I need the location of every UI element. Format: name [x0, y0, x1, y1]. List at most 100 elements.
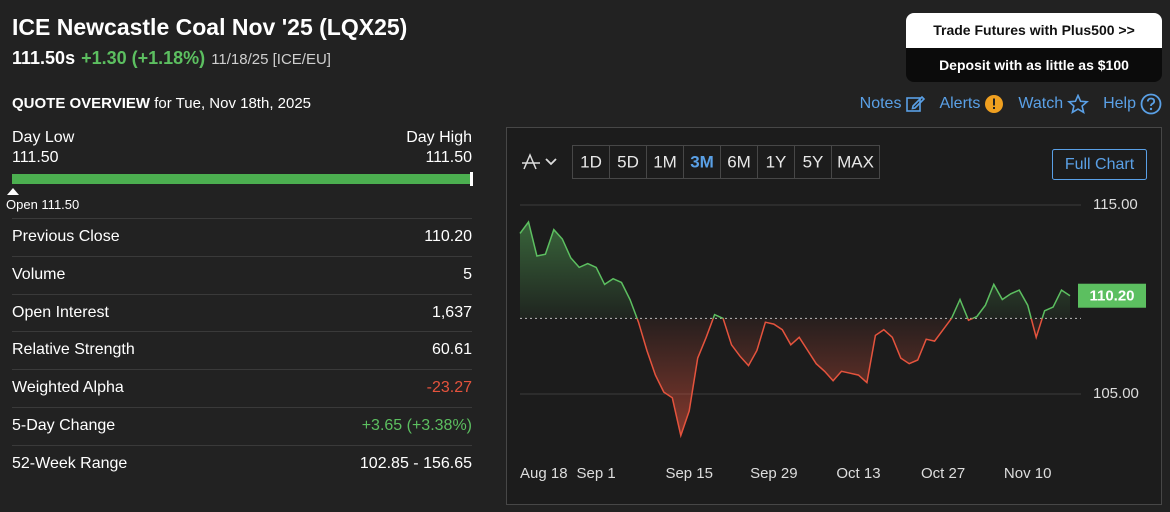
- x-tick-label: Aug 18: [520, 465, 568, 482]
- range-button[interactable]: 1Y: [757, 145, 795, 179]
- day-range-bar: [12, 172, 473, 186]
- link-text[interactable]: Alerts: [939, 95, 981, 112]
- stat-value: 1,637: [431, 303, 472, 321]
- range-button-bg[interactable]: [757, 145, 795, 179]
- x-tick-label: Sep 15: [665, 465, 713, 482]
- range-button[interactable]: MAX: [831, 145, 880, 179]
- range-button-bg[interactable]: [646, 145, 684, 179]
- range-button-label[interactable]: 6M: [727, 152, 751, 171]
- stat-row: Previous Close 110.20: [12, 218, 472, 256]
- last-price-badge: [1078, 283, 1146, 308]
- quote-line: 111.50s +1.30 (+1.18%) 11/18/25 [ICE/EU]: [12, 48, 331, 69]
- price-line: [519, 220, 1071, 439]
- chart-type-button[interactable]: [520, 145, 566, 179]
- watch-icon[interactable]: [1067, 94, 1090, 114]
- promo-banner[interactable]: Trade Futures with Plus500 >> Deposit wi…: [906, 13, 1162, 82]
- range-button[interactable]: 3M: [683, 145, 721, 179]
- stats-table: Previous Close 110.20 Volume 5 Open Interest…: [12, 218, 472, 483]
- price: 111.50s: [12, 48, 76, 68]
- day-range-values: 111.50 111.50: [12, 148, 472, 168]
- range-button-label[interactable]: 1Y: [766, 152, 787, 171]
- price-change: +1.30 (+1.18%): [81, 48, 206, 68]
- overview-subtitle: for Tue, Nov 18th, 2025: [154, 95, 312, 112]
- day-low-label: Day Low: [12, 129, 75, 146]
- y-tick-label: 115.00: [1093, 196, 1138, 213]
- full-chart-button[interactable]: Full Chart: [1052, 149, 1147, 180]
- range-button[interactable]: 1D: [572, 145, 610, 179]
- range-button[interactable]: 1M: [646, 145, 684, 179]
- stat-row: Volume 5: [12, 255, 472, 294]
- stat-label: 52-Week Range: [12, 454, 128, 472]
- links: Notes Alerts Watch Help: [860, 93, 1162, 115]
- range-button-label[interactable]: 1M: [653, 152, 677, 171]
- open-label: Open 111.50: [6, 197, 80, 212]
- stat-row: 5-Day Change +3.65 (+3.38%): [12, 406, 472, 445]
- range-button[interactable]: 5D: [609, 145, 647, 179]
- stat-row: 52-Week Range 102.85 - 156.65: [12, 444, 472, 483]
- chart: 1D 5D 1M 3M 6M 1Y 5Y MAX 105.00 115.00 Aug 18 Sep 1…: [506, 127, 1162, 505]
- area: [520, 222, 1070, 436]
- stat-value: 60.61: [431, 341, 472, 359]
- stat-row: Weighted Alpha -23.27: [12, 369, 472, 407]
- day-range-labels: Day Low Day High: [12, 128, 472, 148]
- x-tick-label: Oct 13: [836, 465, 880, 482]
- notes-icon[interactable]: [905, 94, 926, 114]
- range-button[interactable]: 6M: [720, 145, 758, 179]
- stat-row: Open Interest 1,637: [12, 293, 472, 332]
- open-marker: Open 111.50: [6, 188, 466, 212]
- stat-value: -23.27: [426, 379, 472, 397]
- range-button-bg[interactable]: [831, 145, 880, 179]
- stat-label: Volume: [12, 265, 66, 283]
- promo-bottom[interactable]: Deposit with as little as $100: [906, 47, 1162, 82]
- title: ICE Newcastle Coal Nov '25 (LQX25): [12, 14, 408, 40]
- x-tick-label: Sep 1: [577, 465, 616, 482]
- help-link[interactable]: Help: [1103, 93, 1162, 115]
- stat-label: Relative Strength: [12, 341, 135, 359]
- link-text[interactable]: Notes: [859, 95, 902, 112]
- open-triangle: [7, 188, 19, 195]
- promo-top[interactable]: Trade Futures with Plus500 >>: [906, 13, 1162, 48]
- full-chart-border[interactable]: [1052, 149, 1147, 180]
- chart-type-caret[interactable]: [545, 158, 557, 166]
- full-chart-text[interactable]: Full Chart: [1065, 156, 1135, 173]
- stat-value: 5: [463, 265, 472, 283]
- day-low: 111.50: [12, 149, 59, 166]
- notes-link[interactable]: Notes: [860, 93, 926, 115]
- stat-value: +3.65 (+3.38%): [361, 416, 472, 434]
- stat-row: Relative Strength 60.61: [12, 331, 472, 369]
- alerts-link[interactable]: Alerts: [939, 93, 1004, 115]
- stat-value: 110.20: [424, 228, 472, 245]
- day-high-label: Day High: [406, 129, 472, 146]
- alerts-icon[interactable]: [984, 94, 1004, 114]
- watch-link[interactable]: Watch: [1018, 93, 1090, 115]
- stat-label: Weighted Alpha: [12, 379, 124, 397]
- range-button-label[interactable]: 5D: [617, 152, 639, 171]
- range-button-bg[interactable]: [609, 145, 647, 179]
- range-button-bg[interactable]: [794, 145, 832, 179]
- day-high: 111.50: [425, 149, 472, 166]
- overview-title: QUOTE OVERVIEW: [12, 95, 151, 112]
- range-button-bg[interactable]: [683, 145, 721, 179]
- range-button-bg[interactable]: [720, 145, 758, 179]
- last-price-label: 110.20: [1089, 288, 1134, 305]
- overview-heading: QUOTE OVERVIEW for Tue, Nov 18th, 2025: [12, 95, 311, 112]
- quote-panel: Day Low Day High 111.50 111.50 Open 111.…: [6, 128, 473, 483]
- range-button-label[interactable]: MAX: [837, 152, 874, 171]
- range-button-label[interactable]: 5Y: [803, 152, 824, 171]
- stat-label: 5-Day Change: [12, 416, 116, 434]
- x-tick-label: Sep 29: [750, 465, 798, 482]
- range-button-label[interactable]: 1D: [580, 152, 602, 171]
- stat-value: 102.85 - 156.65: [359, 454, 472, 472]
- link-text[interactable]: Watch: [1018, 95, 1064, 112]
- x-tick-label: Oct 27: [921, 465, 965, 482]
- range-button-label[interactable]: 3M: [690, 152, 714, 171]
- range-button[interactable]: 5Y: [794, 145, 832, 179]
- stat-label: Open Interest: [12, 303, 109, 321]
- help-icon[interactable]: [1140, 93, 1162, 115]
- chart-type-icon[interactable]: [522, 153, 540, 170]
- link-text[interactable]: Help: [1103, 95, 1136, 112]
- quote-date: 11/18/25 [ICE/EU]: [211, 51, 331, 68]
- stat-label: Previous Close: [12, 228, 120, 245]
- x-tick-label: Nov 10: [1004, 465, 1052, 482]
